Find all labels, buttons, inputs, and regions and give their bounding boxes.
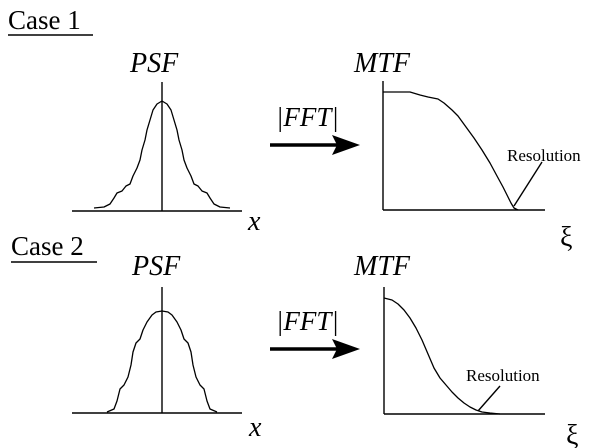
- case-2-mtf-axis-label: ξ: [566, 420, 578, 448]
- case-2-mtf-curve: [383, 297, 501, 415]
- case-2-psf-label: PSF: [131, 251, 181, 282]
- case-2-panel: Case 2 PSF x |FFT| MTF Resolution ξ: [11, 231, 578, 448]
- case-2-resolution-label: Resolution: [466, 366, 540, 385]
- case-1-psf-axis-label: x: [247, 206, 261, 237]
- case-2-mtf-label: MTF: [353, 251, 411, 282]
- case-2-arrow-head: [332, 339, 360, 359]
- case-2-fft-label: |FFT|: [276, 306, 339, 336]
- case-2-mtf-plot: MTF Resolution ξ: [353, 251, 578, 448]
- case-1-panel: Case 1 PSF x |FFT| MTF Resolution ξ: [8, 5, 581, 253]
- case-1-title: Case 1: [8, 5, 81, 35]
- case-1-fft-operator: |FFT|: [270, 102, 360, 155]
- case-1-arrow-head: [332, 135, 360, 155]
- case-1-mtf-curve: [383, 91, 519, 211]
- case-1-mtf-label: MTF: [353, 48, 411, 79]
- case-1-mtf-plot: MTF Resolution ξ: [353, 48, 581, 253]
- case-2-psf-axis-label: x: [248, 412, 262, 443]
- case-1-resolution-pointer: [513, 161, 543, 207]
- case-1-psf-plot: PSF x: [72, 48, 261, 237]
- case-1-mtf-axis-label: ξ: [560, 222, 572, 253]
- case-2-fft-operator: |FFT|: [270, 306, 360, 359]
- case-1-resolution-label: Resolution: [507, 146, 581, 165]
- case-2-title: Case 2: [11, 231, 84, 261]
- case-1-psf-curve: [93, 100, 231, 209]
- case-1-fft-label: |FFT|: [276, 102, 339, 132]
- case-2-psf-plot: PSF x: [72, 251, 262, 443]
- case-1-psf-label: PSF: [129, 48, 179, 79]
- case-2-resolution-pointer: [477, 385, 501, 412]
- case-2-psf-curve: [106, 310, 218, 413]
